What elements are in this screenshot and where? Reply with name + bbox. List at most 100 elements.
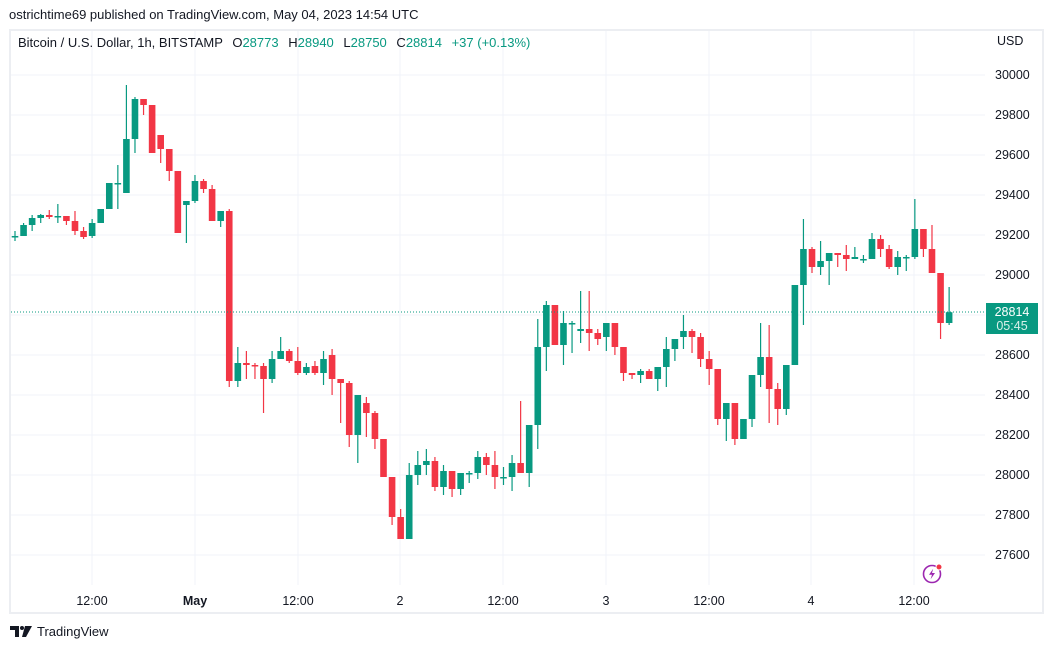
candle[interactable] — [97, 209, 104, 223]
candle[interactable] — [560, 323, 567, 345]
candle[interactable] — [637, 371, 644, 375]
candle[interactable] — [268, 359, 276, 379]
candle[interactable] — [757, 357, 764, 375]
candle[interactable] — [208, 189, 216, 221]
candle[interactable] — [165, 149, 173, 171]
candle[interactable] — [123, 139, 130, 193]
candle[interactable] — [688, 331, 696, 337]
candle[interactable] — [71, 221, 79, 231]
candle[interactable] — [500, 477, 507, 479]
candle[interactable] — [20, 225, 27, 236]
candle[interactable] — [577, 329, 584, 331]
candle[interactable] — [371, 413, 379, 439]
candle[interactable] — [791, 285, 799, 365]
candle[interactable] — [397, 517, 404, 539]
candle[interactable] — [243, 363, 250, 365]
candle[interactable] — [157, 135, 164, 149]
candle[interactable] — [457, 473, 464, 489]
candle[interactable] — [517, 463, 524, 473]
candle[interactable] — [234, 363, 242, 381]
candle[interactable] — [200, 181, 207, 189]
candle[interactable] — [808, 249, 816, 267]
candle[interactable] — [45, 215, 53, 217]
candle[interactable] — [663, 349, 670, 367]
lightning-alert-icon[interactable] — [920, 562, 944, 586]
candle[interactable] — [440, 471, 447, 487]
candle[interactable] — [431, 461, 439, 487]
candle[interactable] — [817, 261, 824, 267]
candle[interactable] — [465, 473, 473, 475]
candle[interactable] — [508, 463, 516, 477]
candle[interactable] — [885, 249, 893, 267]
candle[interactable] — [525, 425, 533, 473]
candle[interactable] — [28, 218, 36, 225]
candle[interactable] — [354, 395, 362, 435]
candle[interactable] — [11, 236, 19, 238]
candle[interactable] — [568, 323, 576, 325]
footer-brand[interactable]: TradingView — [10, 624, 109, 639]
candle[interactable] — [860, 259, 867, 261]
candle[interactable] — [774, 389, 782, 409]
candle[interactable] — [328, 355, 336, 379]
candle[interactable] — [54, 216, 62, 218]
candle[interactable] — [285, 351, 293, 361]
candle[interactable] — [345, 383, 353, 435]
candle[interactable] — [680, 331, 687, 337]
candle[interactable] — [405, 475, 413, 539]
candle[interactable] — [945, 312, 953, 323]
candle[interactable] — [740, 419, 747, 439]
candle[interactable] — [834, 253, 842, 255]
candle[interactable] — [277, 351, 284, 359]
candle[interactable] — [337, 379, 344, 383]
candle[interactable] — [877, 239, 884, 249]
candle[interactable] — [902, 257, 910, 259]
candle[interactable] — [611, 323, 619, 347]
candle[interactable] — [380, 439, 387, 477]
candle[interactable] — [705, 359, 713, 369]
candle[interactable] — [388, 477, 396, 517]
candle[interactable] — [654, 367, 662, 379]
candle[interactable] — [723, 403, 730, 419]
candle[interactable] — [628, 373, 636, 375]
candle[interactable] — [140, 99, 147, 105]
candle[interactable] — [671, 339, 679, 349]
candle[interactable] — [414, 465, 422, 475]
candle[interactable] — [423, 461, 430, 465]
candle[interactable] — [448, 471, 456, 489]
candle[interactable] — [311, 366, 319, 373]
candle[interactable] — [585, 329, 593, 333]
candle[interactable] — [363, 403, 370, 413]
candle[interactable] — [534, 347, 542, 425]
chart-frame[interactable] — [9, 29, 1044, 614]
candle[interactable] — [714, 369, 722, 419]
candle[interactable] — [825, 253, 833, 261]
candle[interactable] — [294, 361, 302, 373]
candle[interactable] — [783, 365, 790, 409]
candle[interactable] — [63, 216, 70, 221]
candle[interactable] — [260, 366, 267, 379]
candle[interactable] — [594, 333, 602, 339]
candle[interactable] — [303, 367, 310, 373]
candle[interactable] — [88, 223, 96, 236]
candle[interactable] — [894, 257, 902, 267]
candle[interactable] — [765, 357, 773, 389]
candle[interactable] — [114, 183, 122, 185]
candle[interactable] — [842, 255, 850, 259]
candle[interactable] — [697, 337, 704, 359]
candle[interactable] — [603, 323, 610, 337]
candle[interactable] — [800, 249, 807, 285]
candle[interactable] — [483, 457, 490, 465]
candle[interactable] — [937, 273, 944, 323]
candle[interactable] — [131, 99, 139, 139]
candle[interactable] — [920, 229, 927, 249]
candle[interactable] — [37, 215, 45, 218]
candle[interactable] — [183, 201, 190, 205]
candle[interactable] — [225, 211, 233, 381]
candle[interactable] — [928, 249, 936, 273]
candle[interactable] — [911, 229, 919, 257]
candle[interactable] — [851, 257, 859, 259]
candle[interactable] — [731, 403, 739, 439]
candle[interactable] — [491, 465, 499, 477]
candle[interactable] — [217, 211, 224, 221]
